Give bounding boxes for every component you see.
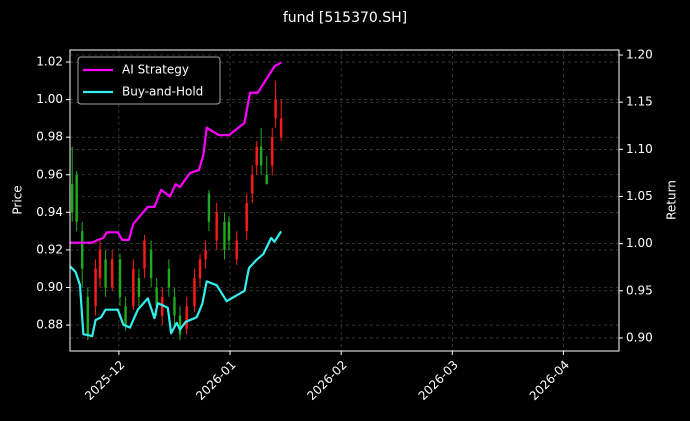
candle-body <box>178 315 182 335</box>
y2-tick-label: 1.20 <box>626 47 653 61</box>
x-tick-label: 2026-03 <box>416 358 461 403</box>
candle-body <box>255 146 258 166</box>
y2-tick-label: 1.00 <box>626 236 653 250</box>
x-tick-label: 2026-04 <box>527 358 572 403</box>
y2-axis-label: Return <box>665 180 679 220</box>
candle-body <box>204 249 207 260</box>
candle-body <box>71 184 74 213</box>
candle-body <box>75 174 78 222</box>
candle-body <box>227 221 231 241</box>
chart-title: fund [515370.SH] <box>283 10 407 26</box>
candle-body <box>104 259 107 288</box>
y-tick-label: 0.92 <box>36 242 63 256</box>
candle-body <box>86 296 89 335</box>
candle-body <box>207 193 211 222</box>
candle-body <box>265 174 268 185</box>
candle-body <box>193 278 196 307</box>
legend-label: AI Strategy <box>122 63 189 77</box>
candle-body <box>198 259 202 279</box>
y2-tick-label: 1.10 <box>626 142 653 156</box>
series-line <box>70 61 282 244</box>
y2-tick-label: 0.90 <box>626 330 653 344</box>
candle-body <box>149 249 153 279</box>
y-tick-label: 0.98 <box>36 130 63 144</box>
y2-tick-label: 1.05 <box>626 189 653 203</box>
candle-body <box>215 212 218 241</box>
y-tick-label: 0.94 <box>36 205 63 219</box>
plot-frame <box>69 49 620 352</box>
candle-body <box>132 268 135 307</box>
candle-body <box>271 137 274 166</box>
y-tick-label: 0.96 <box>36 167 63 181</box>
candle-body <box>223 221 226 250</box>
x-tick-label: 2025-12 <box>82 358 127 403</box>
candle-body <box>155 287 158 307</box>
candle-body <box>137 278 141 297</box>
candle-body <box>173 296 176 316</box>
candle-body <box>235 240 238 260</box>
y-tick-label: 0.88 <box>36 318 63 332</box>
x-tick-label: 2026-02 <box>304 358 349 403</box>
candle-body <box>251 174 254 194</box>
y-tick-label: 1.02 <box>36 55 63 69</box>
candle-body <box>274 99 277 119</box>
candle-body <box>279 118 283 138</box>
legend-box <box>77 56 221 105</box>
x-tick-label: 2026-01 <box>193 358 238 403</box>
candle-body <box>81 231 84 269</box>
candle-body <box>245 202 248 232</box>
candle-body <box>118 259 122 297</box>
candle-body <box>167 268 171 288</box>
candle-body <box>143 240 146 269</box>
candle-body <box>185 306 188 329</box>
y2-tick-label: 1.15 <box>626 95 653 109</box>
candle-body <box>259 146 263 166</box>
y-tick-label: 1.00 <box>36 92 63 106</box>
candle-body <box>111 259 114 288</box>
candle-body <box>98 249 102 279</box>
candle-body <box>94 268 97 307</box>
candle-body <box>124 306 127 326</box>
y-axis-label: Price <box>11 185 25 214</box>
y2-tick-label: 0.95 <box>626 283 653 297</box>
series-line <box>69 230 283 338</box>
legend-label: Buy-and-Hold <box>122 85 203 99</box>
y-tick-label: 0.90 <box>36 280 63 294</box>
